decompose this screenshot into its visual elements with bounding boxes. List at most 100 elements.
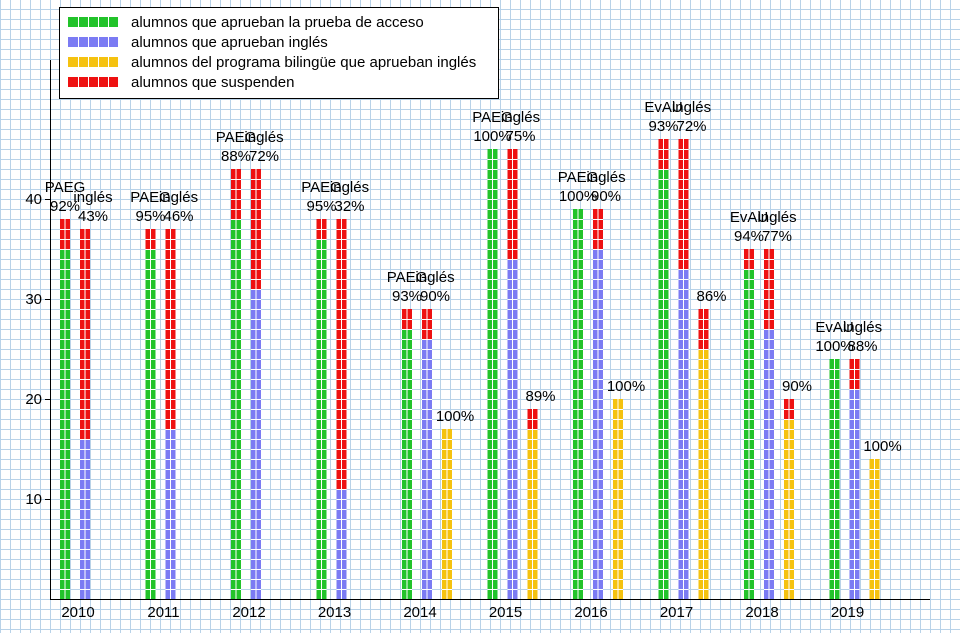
bar-2017-exam [658, 139, 669, 599]
bar-2012-exam-value-label: 88% [221, 148, 251, 165]
bar-2014-exam [402, 309, 412, 599]
x-tick-label: 2010 [61, 604, 94, 621]
bar-2015-bilingual [527, 409, 538, 599]
x-tick-label: 2015 [489, 604, 522, 621]
bar-2013-english-value-label: 32% [334, 198, 364, 215]
legend-swatch-fill [68, 77, 118, 87]
bar-2012-english-name-label: inglés [244, 129, 283, 146]
bar-2017-english [678, 139, 689, 599]
bar-2018-bilingual-value-label: 90% [782, 378, 812, 395]
bar-2015-exam-name-label: PAEG [472, 109, 513, 126]
bar-2017-exam-name-label: EvAU [644, 99, 682, 116]
y-tick-label: 40 [25, 191, 42, 208]
bar-2017-bilingual-value-label: 86% [696, 288, 726, 305]
bar-2014-exam-value-label: 93% [392, 288, 422, 305]
bar-2014-english-name-label: inglés [415, 269, 454, 286]
y-tick-label: 20 [25, 391, 42, 408]
legend: alumnos que aprueban la prueba de acceso… [59, 7, 499, 99]
legend-label-bilingual: alumnos del programa bilingüe que aprueb… [131, 54, 476, 71]
bar-2016-exam-name-label: PAEG [558, 169, 599, 186]
bar-2019-bilingual [869, 459, 880, 599]
bar-2018-english-name-label: inglés [757, 209, 796, 226]
bar-2016-english-value-label: 90% [591, 188, 621, 205]
legend-label-pass_english: alumnos que aprueban inglés [131, 34, 328, 51]
bar-2018-bilingual [784, 399, 794, 599]
bar-2014-english-value-label: 90% [420, 288, 450, 305]
bar-2018-exam [744, 249, 754, 599]
bar-2016-english-name-label: inglés [586, 169, 625, 186]
x-tick-label: 2019 [831, 604, 864, 621]
bar-2011-exam-name-label: PAEG [130, 189, 171, 206]
bar-2019-exam-name-label: EvAU [815, 319, 853, 336]
bar-2011-exam [145, 229, 156, 599]
bar-2014-english [422, 309, 432, 599]
bar-2010-exam [60, 219, 70, 599]
x-tick-label: 2016 [574, 604, 607, 621]
bar-2019-english-value-label: 88% [847, 338, 877, 355]
bar-2013-exam-value-label: 95% [306, 198, 336, 215]
bar-2014-bilingual-value-label: 100% [436, 408, 474, 425]
bar-2010-english-value-label: 43% [78, 208, 108, 225]
legend-box [59, 7, 499, 99]
bar-2016-bilingual [613, 399, 623, 599]
legend-swatch-fail [68, 77, 118, 87]
bar-2013-english-name-label: inglés [330, 179, 369, 196]
bar-2012-exam [231, 169, 241, 599]
legend-label-fail: alumnos que suspenden [131, 74, 294, 91]
legend-swatch-fill [68, 37, 118, 47]
bar-2016-english [593, 209, 603, 599]
bar-2010-english-name-label: inglés [73, 189, 112, 206]
x-tick-label: 2011 [147, 604, 179, 621]
y-tick-label: 10 [25, 491, 42, 508]
bar-2011-english [165, 229, 176, 599]
bar-2013-english [336, 219, 347, 599]
bar-2017-bilingual [698, 309, 709, 599]
bar-2019-bilingual-value-label: 100% [863, 438, 901, 455]
bar-2017-english-value-label: 72% [676, 118, 706, 135]
bar-labels: PAEG92%inglés43%2010PAEG95%inglés46%2011… [45, 99, 902, 621]
bars [60, 139, 880, 599]
bar-2014-bilingual [442, 429, 452, 599]
bar-2014-exam-name-label: PAEG [387, 269, 428, 286]
bar-2015-english-name-label: inglés [501, 109, 540, 126]
bar-2010-english [80, 229, 90, 599]
x-tick-label: 2014 [403, 604, 436, 621]
bar-2016-bilingual-value-label: 100% [607, 378, 645, 395]
bar-2013-exam [316, 219, 327, 599]
bar-2015-exam [487, 149, 498, 599]
bar-2018-exam-value-label: 94% [734, 228, 764, 245]
bar-2012-exam-name-label: PAEG [216, 129, 257, 146]
bar-2011-exam-value-label: 95% [135, 208, 165, 225]
bar-2019-exam-value-label: 100% [815, 338, 853, 355]
bar-2016-exam-value-label: 100% [559, 188, 597, 205]
bar-2015-english-value-label: 75% [505, 128, 535, 145]
bar-2013-exam-name-label: PAEG [301, 179, 342, 196]
bar-2012-english [251, 169, 261, 599]
x-tick-label: 2018 [745, 604, 778, 621]
legend-swatch-pass_english [68, 37, 118, 47]
legend-label-pass_access: alumnos que aprueban la prueba de acceso [131, 14, 424, 31]
bar-2016-exam [573, 209, 583, 599]
bar-2018-exam-name-label: EvAU [730, 209, 768, 226]
legend-swatch-fill [68, 17, 118, 27]
bar-2018-english-value-label: 77% [762, 228, 792, 245]
bar-2019-english-name-label: inglés [843, 319, 882, 336]
x-tick-label: 2013 [318, 604, 351, 621]
bar-2011-english-name-label: inglés [159, 189, 198, 206]
legend-swatch-bilingual [68, 57, 118, 67]
bar-2010-exam-value-label: 92% [50, 198, 80, 215]
x-tick-label: 2012 [232, 604, 265, 621]
y-tick-label: 30 [25, 291, 42, 308]
bar-2015-bilingual-value-label: 89% [525, 388, 555, 405]
bar-2019-exam [829, 359, 840, 599]
bar-2015-english [507, 149, 518, 599]
bar-2018-english [764, 249, 774, 599]
legend-swatch-fill [68, 57, 118, 67]
bar-2015-exam-value-label: 100% [473, 128, 511, 145]
legend-swatch-pass_access [68, 17, 118, 27]
bar-2011-english-value-label: 46% [163, 208, 193, 225]
axes: 10 20 30 40 [25, 60, 930, 600]
